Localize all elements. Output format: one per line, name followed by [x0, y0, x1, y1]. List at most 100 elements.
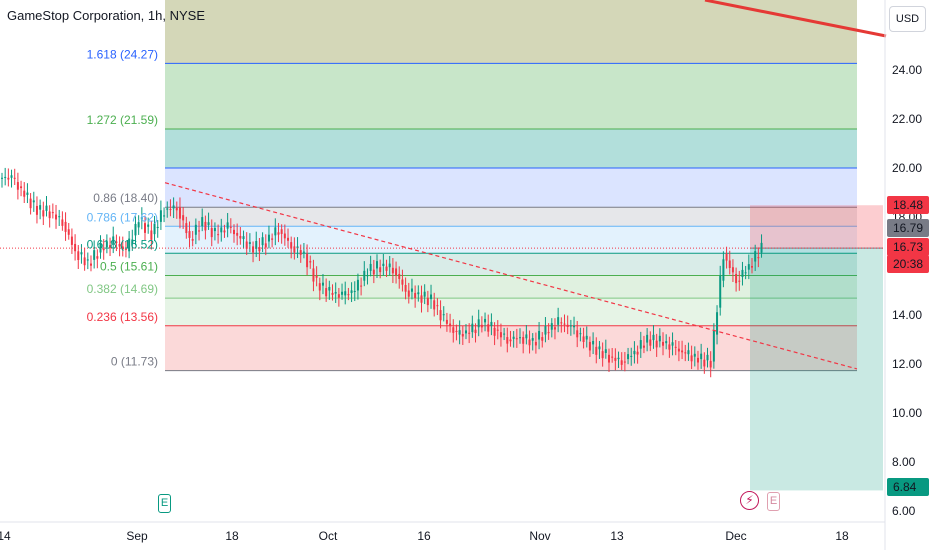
candle-body	[128, 238, 131, 252]
price-axis[interactable]: 24.0022.0020.0018.0016.0014.0012.0010.00…	[892, 63, 922, 518]
price-badge-text: 6.84	[893, 480, 917, 494]
candle-body	[512, 336, 515, 339]
candle-body	[77, 251, 80, 260]
candle-body	[83, 257, 86, 266]
candle-body	[560, 322, 563, 324]
time-tick: Nov	[529, 529, 550, 543]
candle-body	[515, 338, 518, 340]
candle-body	[344, 291, 347, 296]
candle-body	[423, 291, 426, 297]
position-stop-zone[interactable]	[750, 248, 883, 491]
candle-body	[754, 251, 757, 262]
candle-body	[255, 241, 258, 249]
candle-body	[172, 205, 175, 209]
candle-body	[725, 253, 728, 261]
position-tool[interactable]	[750, 205, 883, 491]
earnings-marker[interactable]: E	[158, 494, 171, 513]
candle-body	[144, 223, 147, 233]
candle-body	[287, 237, 290, 241]
candle-body	[204, 221, 207, 231]
candle-body	[414, 292, 417, 298]
position-target-zone[interactable]	[750, 205, 883, 249]
candle-body	[696, 357, 699, 363]
candle-body	[169, 209, 172, 211]
candle-body	[598, 346, 601, 350]
candle-body	[178, 207, 181, 219]
candle-body	[712, 330, 715, 362]
candle-body	[115, 241, 118, 243]
candle-body	[503, 333, 506, 335]
candle-body	[26, 192, 29, 195]
candle-body	[96, 256, 99, 259]
candle-body	[611, 356, 614, 358]
candle-body	[391, 267, 394, 274]
candle-body	[557, 317, 560, 325]
candle-body	[747, 264, 750, 270]
fib-band	[165, 275, 857, 299]
candle-body	[642, 345, 645, 348]
fib-band	[165, 226, 857, 254]
candle-body	[420, 295, 423, 303]
candle-body	[350, 290, 353, 293]
candle-body	[61, 219, 64, 226]
candle-body	[10, 175, 13, 178]
currency-button[interactable]: USD	[889, 6, 926, 32]
trend-line-dashed[interactable]	[164, 182, 858, 370]
price-tick: 20.00	[892, 161, 922, 175]
candle-body	[716, 312, 719, 335]
time-tick: 16	[417, 529, 431, 543]
chart-title: GameStop Corporation, 1h, NYSE	[7, 8, 205, 23]
candle-body	[220, 227, 223, 233]
fib-label: 0.618 (16.52)	[87, 237, 158, 251]
candle-body	[302, 251, 305, 253]
candle-body	[484, 318, 487, 323]
candle-body	[274, 227, 277, 236]
candle-body	[363, 270, 366, 281]
candle-body	[42, 210, 45, 217]
time-tick: Dec	[725, 529, 746, 543]
fib-label: 1.618 (24.27)	[87, 47, 158, 61]
candle-body	[217, 234, 220, 236]
candle-body	[80, 252, 83, 255]
candle-body	[582, 336, 585, 342]
candle-body	[280, 229, 283, 234]
candle-body	[239, 235, 242, 239]
trend-line-red[interactable]	[704, 0, 887, 38]
earnings-upcoming-marker[interactable]: E	[767, 492, 780, 511]
candle-body	[271, 238, 274, 240]
candle-body	[703, 359, 706, 367]
candle-body	[356, 279, 359, 291]
candle-body	[553, 327, 556, 330]
lightning-icon[interactable]: ⚡	[740, 491, 759, 510]
candle-body	[690, 355, 693, 362]
candle-body	[315, 275, 318, 278]
candle-body	[646, 334, 649, 343]
candle-body	[293, 246, 296, 253]
candle-body	[430, 294, 433, 300]
candle-body	[366, 275, 369, 277]
candle-body	[306, 253, 309, 268]
candle-body	[671, 342, 674, 346]
candle-body	[506, 337, 509, 344]
candle-body	[464, 330, 467, 334]
candle-body	[585, 335, 588, 340]
candle-body	[757, 257, 760, 259]
candle-body	[7, 177, 10, 180]
candle-body	[731, 267, 734, 273]
candle-body	[534, 341, 537, 346]
candle-body	[398, 273, 401, 279]
candle-body	[519, 337, 522, 339]
candles	[1, 167, 763, 378]
candle-body	[51, 212, 54, 214]
candle-body	[35, 205, 38, 215]
candle-body	[607, 354, 610, 363]
candle-body	[649, 339, 652, 346]
candle-body	[410, 288, 413, 292]
time-tick: 18	[835, 529, 849, 543]
candle-body	[662, 341, 665, 346]
time-axis[interactable]: 14 Sep 18 Oct 16 Nov 13 Dec 18	[0, 529, 849, 543]
candle-body	[102, 248, 105, 251]
candle-body	[579, 333, 582, 335]
candle-body	[213, 228, 216, 232]
